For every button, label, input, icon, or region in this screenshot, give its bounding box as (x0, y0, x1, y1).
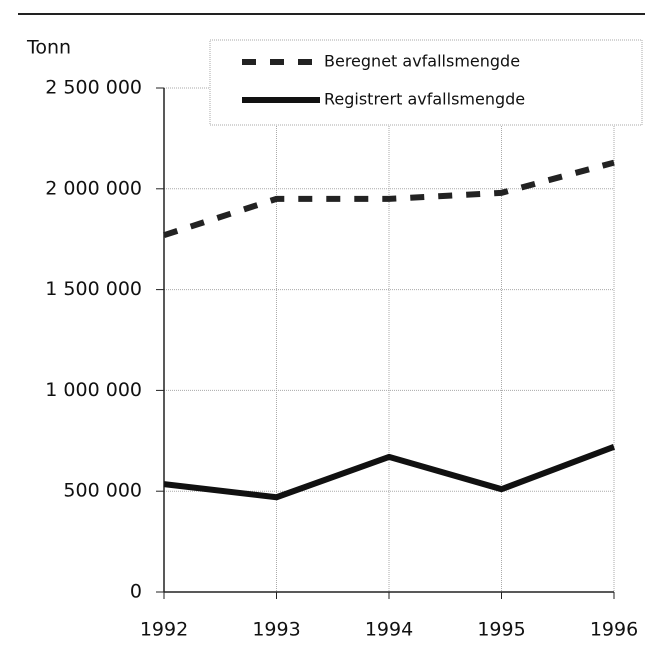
y-tick-label: 1 000 000 (45, 379, 142, 401)
x-tick-label: 1994 (365, 619, 413, 641)
x-tick-label: 1992 (140, 619, 188, 641)
y-axis-label: Tonn (26, 37, 71, 59)
x-tick-label: 1993 (252, 619, 300, 641)
y-tick-label: 2 000 000 (45, 177, 142, 199)
legend-label: Beregnet avfallsmengde (324, 52, 520, 71)
series-line (163, 159, 615, 239)
legend-label: Registrert avfallsmengde (324, 90, 525, 109)
y-tick-label: 500 000 (63, 480, 142, 502)
legend-box (209, 39, 643, 126)
series-line (163, 444, 616, 501)
y-tick-label: 0 (130, 581, 142, 603)
legend: Beregnet avfallsmengde Registrert avfalls… (209, 39, 643, 126)
x-tick-label: 1995 (477, 619, 525, 641)
x-tick-label: 1996 (590, 619, 638, 641)
y-tick-label: 1 500 000 (45, 278, 142, 300)
y-tick-label: 2 500 000 (45, 77, 142, 99)
